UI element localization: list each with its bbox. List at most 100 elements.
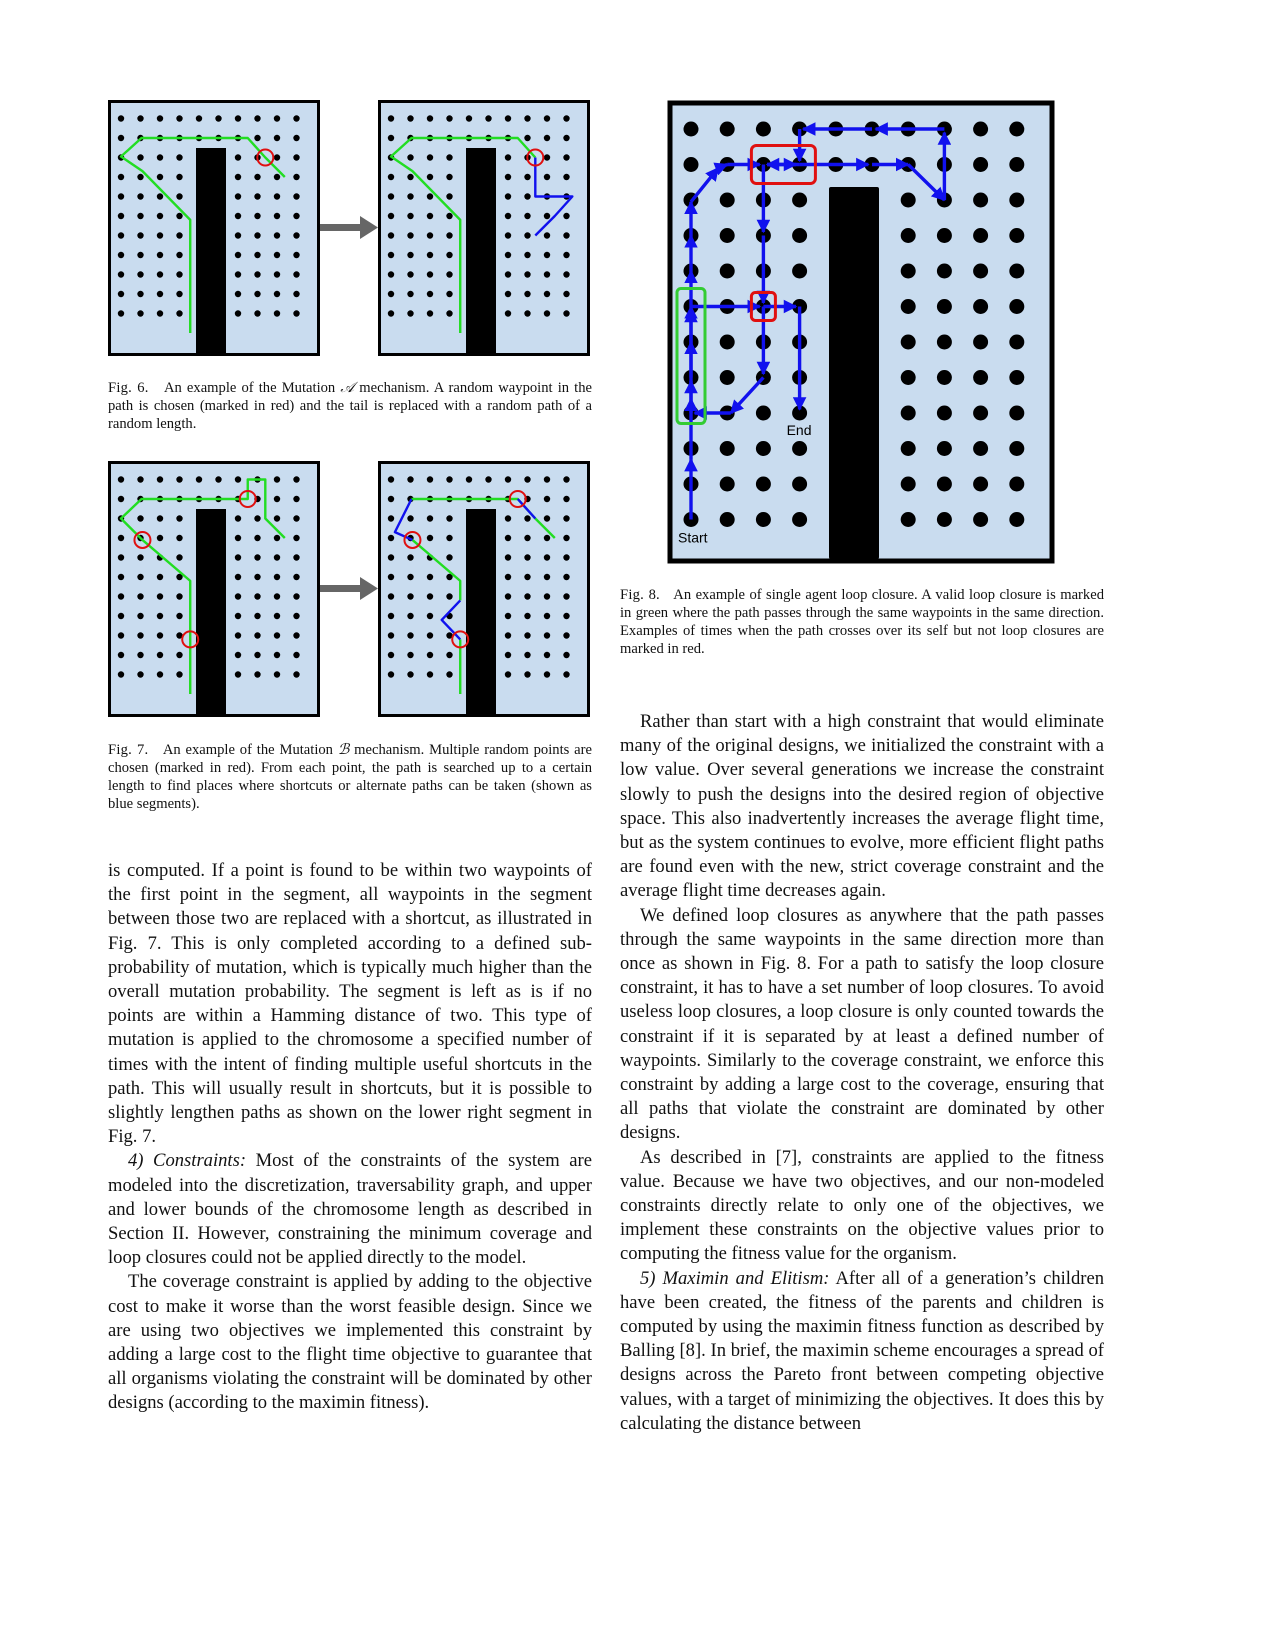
waypoint-dot xyxy=(387,134,395,142)
fig7-caption: Fig. 7. An example of the Mutation ℬ mec… xyxy=(108,741,592,813)
waypoint-dot xyxy=(117,612,125,620)
waypoint-dot xyxy=(563,115,570,122)
waypoint-dot xyxy=(524,612,531,620)
waypoint-dot xyxy=(446,476,453,483)
waypoint-dot xyxy=(254,212,261,220)
waypoint-dot xyxy=(1009,192,1025,208)
start-label: Start xyxy=(678,530,708,546)
waypoint-dot xyxy=(973,512,989,527)
waypoint-dot xyxy=(543,476,551,483)
waypoint-dot xyxy=(543,232,551,239)
waypoint-dot xyxy=(176,534,183,542)
waypoint-dot xyxy=(254,554,261,561)
waypoint-dot xyxy=(543,310,551,317)
waypoint-dot xyxy=(900,334,916,350)
waypoint-dot xyxy=(973,476,989,492)
waypoint-dot xyxy=(176,593,183,600)
waypoint-dot xyxy=(273,651,281,659)
waypoint-dot xyxy=(234,232,242,239)
waypoint-dot xyxy=(524,271,531,278)
waypoint-dot xyxy=(563,573,570,581)
waypoint-dot xyxy=(407,651,414,659)
waypoint-dot xyxy=(407,554,414,561)
waypoint-dot xyxy=(234,251,242,259)
waypoint-dot xyxy=(117,232,125,239)
waypoint-dot xyxy=(117,632,125,639)
waypoint-dot xyxy=(137,251,144,259)
obstacle-wall xyxy=(196,509,226,716)
waypoint-dot xyxy=(973,228,989,243)
waypoint-dot xyxy=(446,232,453,239)
waypoint-dot xyxy=(387,651,395,659)
waypoint-dot xyxy=(195,476,203,483)
waypoint-dot xyxy=(407,573,414,581)
waypoint-dot xyxy=(1009,334,1025,350)
waypoint-dot xyxy=(792,441,808,456)
loop-closure-panel: Start End xyxy=(667,100,1055,564)
waypoint-dot xyxy=(137,232,144,239)
waypoint-dot xyxy=(524,251,531,259)
waypoint-dot xyxy=(426,651,434,659)
figure-7 xyxy=(108,461,593,721)
arrow-shaft xyxy=(320,585,362,592)
waypoint-dot xyxy=(426,251,434,259)
waypoint-dot xyxy=(176,154,183,161)
original-path xyxy=(389,136,537,333)
waypoint-dot xyxy=(293,534,300,542)
waypoint-dot xyxy=(387,115,395,122)
waypoint-dot xyxy=(293,154,300,161)
waypoint-dot xyxy=(176,115,183,122)
waypoint-dot xyxy=(426,632,434,639)
waypoint-dot xyxy=(543,271,551,278)
waypoint-dot xyxy=(273,671,281,678)
waypoint-dot xyxy=(273,271,281,278)
waypoint-dot xyxy=(900,299,916,314)
waypoint-dot xyxy=(234,612,242,620)
waypoint-dot xyxy=(973,263,989,279)
crossover-marker xyxy=(749,291,777,322)
waypoint-dot xyxy=(407,515,414,522)
fig6-before-panel xyxy=(108,100,320,356)
waypoint-dot xyxy=(273,154,281,161)
waypoint-dot xyxy=(426,154,434,161)
waypoint-dot xyxy=(446,212,453,220)
waypoint-dot xyxy=(387,232,395,239)
paragraph-heading: 4) Constraints: xyxy=(128,1150,247,1172)
waypoint-dot xyxy=(273,476,281,483)
waypoint-dot xyxy=(900,192,916,208)
waypoint-dot xyxy=(176,290,183,298)
waypoint-dot xyxy=(524,134,531,142)
waypoint-dot xyxy=(485,476,492,483)
waypoint-dot xyxy=(426,593,434,600)
fig8-diagram: Start End xyxy=(667,100,1055,564)
waypoint-dot xyxy=(504,212,512,220)
waypoint-dot xyxy=(117,115,125,122)
waypoint-dot xyxy=(156,573,164,581)
waypoint-dot xyxy=(543,115,551,122)
waypoint-dot xyxy=(273,612,281,620)
waypoint-dot xyxy=(234,593,242,600)
waypoint-dot xyxy=(973,192,989,208)
waypoint-dot xyxy=(273,232,281,239)
waypoint-dot xyxy=(293,495,300,503)
waypoint-dot xyxy=(504,671,512,678)
waypoint-dot xyxy=(543,671,551,678)
fig6-caption: Fig. 6. An example of the Mutation 𝒜 mec… xyxy=(108,379,592,433)
waypoint-dot xyxy=(563,476,570,483)
fig8-caption-text: An example of single agent loop closure.… xyxy=(620,587,1104,657)
waypoint-dot xyxy=(137,212,144,220)
original-path xyxy=(119,478,286,694)
waypoint-dot xyxy=(117,251,125,259)
end-label: End xyxy=(787,422,812,438)
waypoint-dot xyxy=(293,134,300,142)
waypoint-dot xyxy=(407,632,414,639)
obstacle-wall xyxy=(466,509,496,716)
waypoint-dot xyxy=(234,573,242,581)
waypoint-dot xyxy=(273,310,281,317)
waypoint-dot xyxy=(117,134,125,142)
waypoint-dot xyxy=(156,651,164,659)
waypoint-dot xyxy=(719,192,735,208)
obstacle-wall xyxy=(829,187,879,559)
waypoint-dot xyxy=(407,173,414,181)
waypoint-dot xyxy=(234,632,242,639)
